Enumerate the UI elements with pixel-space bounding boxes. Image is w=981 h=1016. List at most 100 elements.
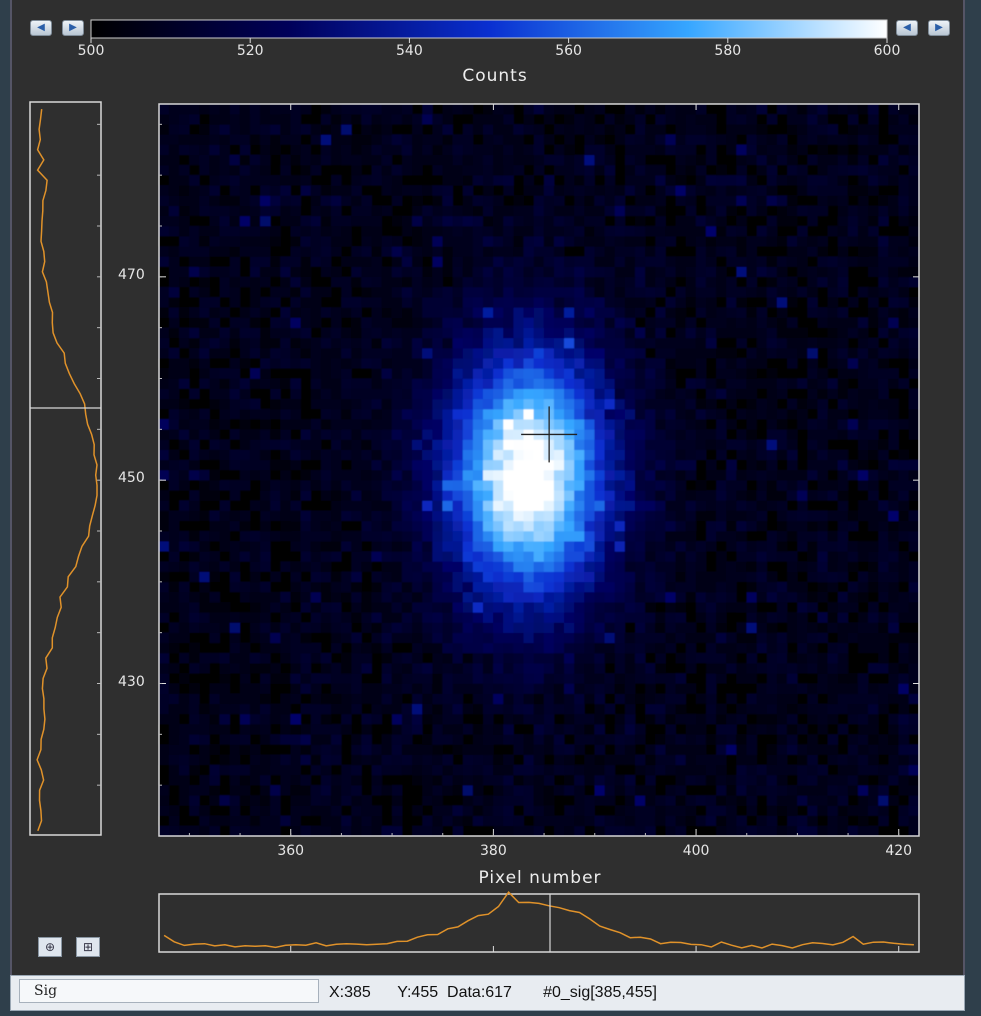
heatmap-cell [675, 754, 687, 766]
heatmap-cell [513, 703, 525, 715]
heatmap-cell [493, 144, 504, 156]
heatmap-cell [614, 388, 626, 400]
heatmap-cell [178, 632, 190, 644]
heatmap-cell [584, 764, 596, 776]
colorbar-left-arrow-icon[interactable]: ◀ [30, 20, 52, 36]
heatmap-cell [158, 540, 170, 552]
heatmap-cell [614, 266, 626, 278]
heatmap-cell [412, 622, 423, 633]
heatmap-cell [624, 683, 636, 694]
colorbar-right-arrow-icon[interactable]: ▶ [62, 20, 84, 36]
heatmap-cell [837, 520, 849, 532]
heatmap-cell [594, 581, 606, 593]
heatmap-cell [726, 693, 737, 705]
heatmap-cell [878, 195, 889, 206]
heatmap-cell [604, 408, 616, 420]
heatmap-cell [574, 256, 585, 267]
colorbar-max-right-arrow-icon[interactable]: ▶ [928, 20, 950, 36]
heatmap-cell [665, 601, 677, 613]
heatmap-cell [726, 225, 737, 237]
heatmap-cell [199, 134, 210, 145]
heatmap-cell [391, 368, 403, 379]
heatmap-cell [746, 378, 758, 389]
heatmap-cell [634, 571, 646, 583]
heatmap-cell [564, 612, 575, 623]
heatmap-cell [452, 174, 464, 186]
zoom-in-icon[interactable]: ⊕ [38, 937, 62, 957]
heatmap-cell [776, 266, 788, 278]
heatmap-cell [270, 632, 281, 644]
heatmap-cell [412, 124, 423, 135]
heatmap-cell [533, 784, 545, 796]
heatmap-cell [827, 571, 839, 583]
heatmap-cell [199, 723, 210, 735]
heatmap-cell [685, 103, 697, 115]
heatmap-cell [543, 632, 555, 644]
heatmap-cell [391, 317, 403, 328]
heatmap-cell [675, 215, 687, 227]
heatmap-cell [837, 601, 849, 613]
heatmap-cell [533, 703, 545, 715]
crosshair-cursor[interactable] [521, 406, 578, 463]
heatmap-cell [168, 632, 180, 644]
heatmap-cell [746, 662, 758, 674]
heatmap-cell [442, 378, 454, 389]
heatmap-cell [888, 673, 900, 684]
heatmap-cell [260, 723, 271, 735]
heatmap-cell [199, 510, 210, 522]
heatmap-cell [716, 164, 727, 176]
heatmap-cell [624, 164, 636, 176]
heatmap-cell [472, 795, 484, 806]
heatmap-cell [868, 266, 879, 278]
signal-tab[interactable]: Sig [19, 979, 319, 1003]
heatmap-cell [432, 795, 444, 806]
heatmap-cell [584, 561, 596, 572]
heatmap-cell [604, 307, 616, 318]
heatmap-cell [229, 256, 241, 267]
heatmap-cell [837, 642, 849, 654]
heatmap-cell [624, 510, 636, 522]
heatmap-cell [412, 134, 423, 145]
heatmap-cell [371, 601, 383, 613]
heatmap-cell [736, 225, 748, 237]
heatmap-cell [837, 723, 849, 735]
heatmap-cell [543, 571, 555, 583]
heatmap-cell [634, 307, 646, 318]
heatmap-cell [310, 235, 322, 247]
heatmap-cell [290, 235, 302, 247]
heatmap-cell [786, 235, 798, 247]
heatmap-cell [452, 459, 464, 471]
heatmap-cell [310, 418, 322, 430]
heatmap-cell [381, 520, 393, 532]
heatmap-cell [209, 398, 221, 410]
heatmap-cell [391, 713, 403, 725]
heatmap-cell [189, 561, 200, 572]
heatmap-cell [594, 317, 606, 328]
heatmap-cell [462, 581, 474, 593]
heatmap-cell [341, 408, 352, 420]
heatmap-cell [381, 408, 393, 420]
heatmap-cell [513, 347, 525, 359]
heatmap-cell [634, 439, 646, 450]
heatmap-cell [817, 429, 829, 440]
heatmap-image[interactable] [158, 103, 920, 837]
heatmap-cell [300, 174, 312, 186]
heatmap-cell [249, 154, 261, 166]
heatmap-cell [878, 398, 889, 410]
heatmap-cell [553, 388, 565, 400]
heatmap-cell [807, 459, 818, 471]
zoom-fit-icon[interactable]: ⊞ [76, 937, 100, 957]
heatmap-cell [249, 327, 261, 339]
heatmap-cell [797, 418, 808, 430]
heatmap-cell [878, 246, 889, 257]
heatmap-cell [888, 469, 900, 481]
heatmap-cell [503, 642, 514, 654]
heatmap-cell [442, 500, 454, 511]
heatmap-cell [847, 185, 859, 196]
heatmap-cell [493, 449, 504, 461]
heatmap-cell [857, 388, 869, 400]
heatmap-cell [320, 805, 332, 816]
heatmap-cell [634, 296, 646, 308]
colorbar-max-left-arrow-icon[interactable]: ◀ [896, 20, 918, 36]
heatmap-cell [412, 286, 423, 298]
